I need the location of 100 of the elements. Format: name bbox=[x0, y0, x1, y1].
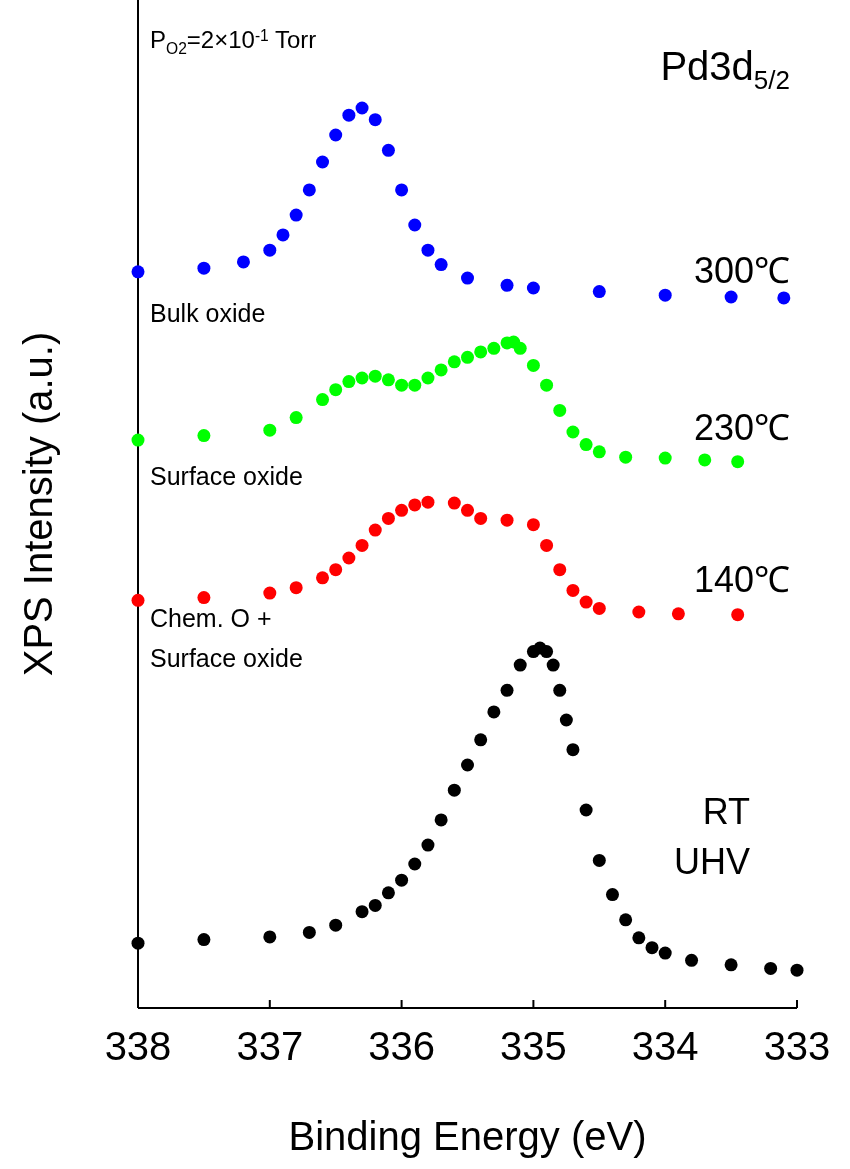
point bbox=[540, 538, 554, 552]
point bbox=[408, 378, 422, 392]
point bbox=[447, 783, 461, 797]
point bbox=[342, 551, 356, 565]
point bbox=[381, 511, 395, 525]
point bbox=[342, 375, 356, 389]
point bbox=[540, 645, 554, 659]
point bbox=[579, 438, 593, 452]
annotation: Bulk oxide bbox=[150, 299, 266, 327]
point bbox=[553, 563, 567, 577]
point bbox=[645, 941, 659, 955]
point bbox=[605, 888, 619, 902]
series-label: RT UHV bbox=[673, 791, 750, 882]
point bbox=[263, 423, 277, 437]
point bbox=[632, 931, 646, 945]
point bbox=[395, 503, 409, 517]
text: Pd3d$_{5/2}$ bbox=[660, 44, 790, 96]
point bbox=[131, 265, 145, 279]
point bbox=[500, 683, 514, 697]
point bbox=[131, 433, 145, 447]
annotation: Surface oxide bbox=[150, 462, 303, 490]
point bbox=[526, 358, 540, 372]
point bbox=[316, 155, 330, 169]
point bbox=[368, 898, 382, 912]
point bbox=[197, 933, 211, 947]
x-tick-label: 334 bbox=[631, 1024, 699, 1068]
point bbox=[421, 495, 435, 509]
point bbox=[355, 371, 369, 385]
point bbox=[447, 496, 461, 510]
point bbox=[658, 946, 672, 960]
point bbox=[579, 803, 593, 817]
point bbox=[197, 591, 211, 605]
point bbox=[487, 705, 501, 719]
point bbox=[395, 873, 409, 887]
point bbox=[619, 450, 633, 464]
point bbox=[434, 258, 448, 272]
point bbox=[698, 453, 712, 467]
point bbox=[289, 411, 303, 425]
point bbox=[263, 243, 277, 257]
point bbox=[329, 918, 343, 932]
point bbox=[540, 378, 554, 392]
point bbox=[276, 228, 290, 242]
point bbox=[289, 208, 303, 222]
point bbox=[197, 429, 211, 443]
point bbox=[474, 345, 488, 359]
point bbox=[461, 503, 474, 517]
point bbox=[658, 451, 672, 465]
point bbox=[368, 523, 382, 537]
point bbox=[316, 393, 330, 407]
point bbox=[342, 108, 356, 122]
point bbox=[329, 563, 343, 577]
point bbox=[302, 925, 316, 939]
point bbox=[671, 607, 685, 621]
point bbox=[368, 113, 382, 127]
point bbox=[408, 498, 422, 512]
point bbox=[421, 243, 435, 257]
point bbox=[592, 285, 606, 299]
point bbox=[526, 281, 540, 295]
point bbox=[559, 713, 573, 727]
point bbox=[408, 857, 422, 871]
point bbox=[355, 101, 369, 115]
point bbox=[381, 143, 395, 157]
point bbox=[553, 403, 567, 417]
point bbox=[131, 936, 145, 950]
point bbox=[546, 658, 560, 672]
point bbox=[526, 518, 540, 532]
point bbox=[289, 581, 303, 595]
point bbox=[566, 425, 580, 439]
point bbox=[434, 363, 448, 377]
point bbox=[592, 853, 606, 867]
point bbox=[685, 953, 699, 967]
point bbox=[579, 595, 593, 609]
text: P$_{O2}$=2×10$^{-1}$ Torr bbox=[150, 26, 317, 57]
point bbox=[263, 586, 277, 600]
point bbox=[658, 288, 672, 302]
point bbox=[513, 341, 527, 355]
point bbox=[553, 683, 567, 697]
point bbox=[197, 261, 211, 275]
point bbox=[381, 886, 395, 900]
point bbox=[263, 930, 277, 944]
x-tick-label: 335 bbox=[500, 1024, 567, 1068]
point bbox=[408, 218, 422, 232]
point bbox=[461, 350, 474, 364]
point bbox=[236, 255, 250, 269]
series-label: 230℃ bbox=[693, 407, 790, 448]
point bbox=[368, 369, 382, 383]
point bbox=[724, 290, 738, 304]
point bbox=[474, 511, 488, 525]
point bbox=[566, 743, 580, 757]
point bbox=[131, 593, 145, 607]
x-tick-label: 337 bbox=[236, 1024, 304, 1068]
point bbox=[566, 583, 580, 597]
point bbox=[316, 571, 330, 585]
series-label: 140℃ bbox=[693, 559, 790, 600]
point bbox=[461, 758, 474, 772]
point bbox=[355, 538, 369, 552]
point bbox=[777, 291, 791, 305]
point bbox=[619, 913, 633, 927]
point bbox=[731, 608, 745, 622]
point bbox=[381, 373, 395, 387]
